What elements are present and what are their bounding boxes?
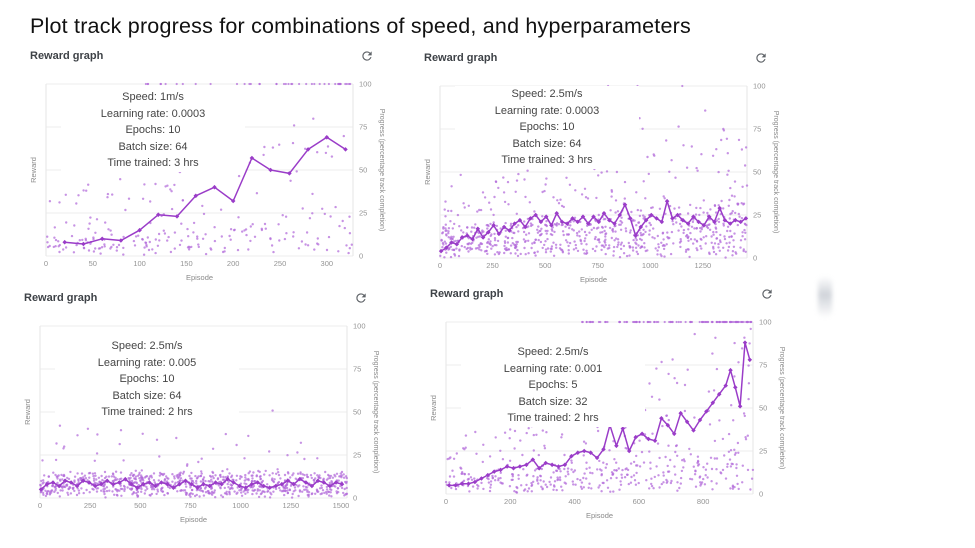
reward-graph-panel-bottom-left: Reward graph 0 25 50 75 100 0 250 500 750 1000 125… bbox=[22, 290, 394, 530]
svg-text:25: 25 bbox=[753, 211, 761, 220]
svg-text:0: 0 bbox=[753, 254, 757, 263]
svg-text:50: 50 bbox=[759, 404, 767, 413]
svg-text:75: 75 bbox=[359, 123, 367, 132]
svg-text:50: 50 bbox=[753, 168, 761, 177]
svg-text:750: 750 bbox=[184, 501, 197, 510]
svg-text:Episode: Episode bbox=[586, 511, 613, 520]
svg-text:100: 100 bbox=[359, 80, 372, 89]
reward-graph-panel-top-right: Reward graph 0 25 50 75 100 0 250 500 750 1000 125… bbox=[422, 50, 794, 290]
svg-text:400: 400 bbox=[568, 497, 581, 506]
refresh-icon[interactable] bbox=[754, 51, 768, 65]
reward-graph-panel-top-left: Reward graph 0 25 50 75 100 0 50 100 150 200 250 30… bbox=[28, 48, 400, 288]
svg-text:25: 25 bbox=[359, 209, 367, 218]
panel-title: Reward graph bbox=[430, 288, 504, 300]
reward-graph-panel-bottom-right: Reward graph 0 25 50 75 100 0 200 400 600 800 Epis… bbox=[428, 286, 800, 526]
svg-text:75: 75 bbox=[753, 125, 761, 134]
artifact-smudge bbox=[818, 276, 832, 318]
svg-text:500: 500 bbox=[539, 261, 552, 270]
svg-text:600: 600 bbox=[633, 497, 646, 506]
svg-text:0: 0 bbox=[353, 494, 357, 503]
reward-progress-chart: 0 25 50 75 100 0 50 100 150 200 250 300 Episode Rewar… bbox=[29, 80, 385, 283]
svg-text:Episode: Episode bbox=[180, 515, 207, 524]
svg-text:0: 0 bbox=[759, 490, 763, 499]
svg-text:200: 200 bbox=[504, 497, 517, 506]
svg-text:100: 100 bbox=[759, 318, 772, 327]
svg-text:Reward: Reward bbox=[429, 395, 438, 421]
svg-text:25: 25 bbox=[353, 451, 361, 460]
svg-text:250: 250 bbox=[274, 259, 287, 268]
hyperparameters-annotation: Speed: 2.5m/s Learning rate: 0.0003 Epochs… bbox=[455, 86, 639, 169]
svg-text:25: 25 bbox=[759, 447, 767, 456]
svg-text:100: 100 bbox=[353, 322, 366, 331]
hyperparameters-annotation: Speed: 2.5m/s Learning rate: 0.001 Epochs:… bbox=[461, 344, 645, 427]
svg-text:50: 50 bbox=[89, 259, 97, 268]
refresh-icon[interactable] bbox=[760, 287, 774, 301]
svg-text:Progress (percentage track com: Progress (percentage track completion) bbox=[372, 351, 379, 474]
svg-text:Reward: Reward bbox=[423, 159, 432, 185]
svg-text:0: 0 bbox=[444, 497, 448, 506]
svg-text:100: 100 bbox=[753, 82, 766, 91]
page-title: Plot track progress for combinations of … bbox=[30, 14, 691, 38]
svg-text:Episode: Episode bbox=[186, 273, 213, 282]
svg-text:1000: 1000 bbox=[642, 261, 659, 270]
svg-text:100: 100 bbox=[133, 259, 146, 268]
svg-text:Progress (percentage track com: Progress (percentage track completion) bbox=[778, 347, 785, 470]
svg-text:0: 0 bbox=[44, 259, 48, 268]
svg-text:750: 750 bbox=[591, 261, 604, 270]
svg-text:Progress (percentage track com: Progress (percentage track completion) bbox=[378, 109, 385, 232]
svg-text:500: 500 bbox=[134, 501, 147, 510]
hyperparameters-annotation: Speed: 1m/s Learning rate: 0.0003 Epochs: … bbox=[61, 89, 245, 172]
svg-text:50: 50 bbox=[359, 166, 367, 175]
refresh-icon[interactable] bbox=[354, 291, 368, 305]
svg-text:0: 0 bbox=[438, 261, 442, 270]
svg-text:50: 50 bbox=[353, 408, 361, 417]
svg-text:Reward: Reward bbox=[23, 399, 32, 425]
svg-text:0: 0 bbox=[38, 501, 42, 510]
panel-title: Reward graph bbox=[30, 50, 104, 62]
svg-text:Progress (percentage track com: Progress (percentage track completion) bbox=[772, 111, 779, 234]
reward-progress-chart: 0 25 50 75 100 0 200 400 600 800 Episode Reward Prog… bbox=[429, 318, 785, 521]
svg-text:Episode: Episode bbox=[580, 275, 607, 284]
panel-title: Reward graph bbox=[24, 292, 98, 304]
svg-text:75: 75 bbox=[353, 365, 361, 374]
svg-text:1000: 1000 bbox=[232, 501, 249, 510]
svg-text:200: 200 bbox=[227, 259, 240, 268]
svg-text:1500: 1500 bbox=[333, 501, 350, 510]
svg-text:300: 300 bbox=[321, 259, 334, 268]
panel-title: Reward graph bbox=[424, 52, 498, 64]
svg-text:150: 150 bbox=[180, 259, 193, 268]
refresh-icon[interactable] bbox=[360, 49, 374, 63]
svg-text:0: 0 bbox=[359, 252, 363, 261]
svg-text:Reward: Reward bbox=[29, 157, 38, 183]
svg-text:800: 800 bbox=[697, 497, 710, 506]
svg-text:1250: 1250 bbox=[282, 501, 299, 510]
hyperparameters-annotation: Speed: 2.5m/s Learning rate: 0.005 Epochs:… bbox=[55, 338, 239, 421]
svg-text:75: 75 bbox=[759, 361, 767, 370]
svg-text:250: 250 bbox=[84, 501, 97, 510]
svg-text:250: 250 bbox=[486, 261, 499, 270]
svg-text:1250: 1250 bbox=[694, 261, 711, 270]
